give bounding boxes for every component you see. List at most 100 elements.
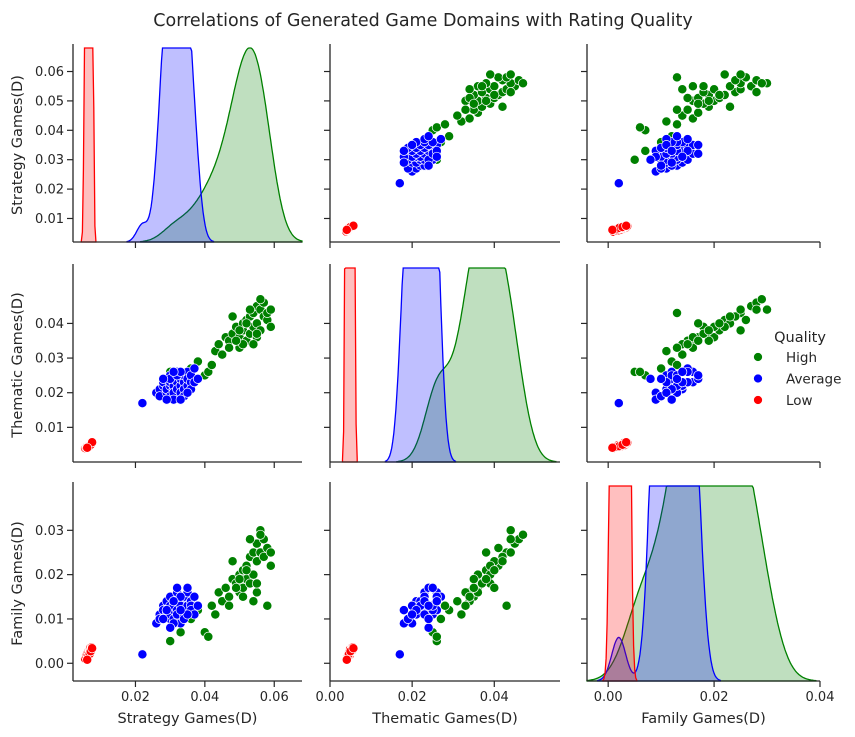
point-high-28 [735, 325, 746, 336]
y-tick-label: 0.02 [35, 386, 64, 401]
point-high-41 [703, 95, 714, 106]
point-high-5 [431, 631, 442, 642]
y-tick-label: 0.01 [35, 612, 64, 627]
point-high-34 [735, 304, 746, 315]
point-high-19 [703, 335, 714, 346]
point-average-42 [182, 387, 193, 398]
point-average-0 [137, 398, 148, 409]
point-high-43 [725, 101, 735, 112]
point-high-40 [238, 591, 248, 602]
point-high-1 [640, 145, 651, 156]
point-high-38 [518, 529, 528, 540]
point-high-43 [497, 556, 508, 567]
point-high-9 [452, 110, 463, 121]
point-average-0 [137, 649, 148, 660]
legend-label-high: High [786, 350, 817, 366]
point-low-19 [82, 654, 93, 665]
point-high-24 [489, 81, 500, 92]
point-average-32 [189, 591, 200, 602]
point-high-42 [693, 335, 704, 346]
legend-marker-average [753, 373, 763, 384]
panel-thematic-games-d-vs-strategy-games-d: 0.01 0.02 0.03 0.04 Thematic Games(D) [10, 264, 302, 468]
y-tick-label: 0.03 [35, 153, 64, 168]
point-high-37 [714, 318, 725, 329]
point-high-27 [762, 304, 772, 315]
point-average-43 [168, 366, 179, 377]
point-high-37 [241, 565, 252, 576]
point-high-39 [251, 578, 262, 589]
point-average-42 [407, 609, 418, 620]
point-high-43 [497, 101, 508, 112]
point-high-42 [693, 98, 704, 109]
point-high-42 [468, 98, 479, 109]
point-high-36 [751, 304, 762, 315]
point-average-40 [158, 373, 169, 384]
y-axis-label: Thematic Games(D) [10, 292, 26, 438]
point-high-26 [251, 538, 262, 549]
point-high-29 [258, 551, 269, 562]
point-high-39 [698, 81, 709, 92]
point-low-19 [607, 442, 618, 453]
panel-thematic-games-d-vs-thematic-games-d [324, 264, 560, 468]
point-high-42 [231, 582, 242, 593]
point-high-33 [265, 560, 276, 571]
kde-average-family-games-d [596, 485, 722, 682]
point-high-40 [464, 591, 475, 602]
legend-marker-low [753, 395, 763, 405]
point-high-38 [255, 294, 266, 305]
panel-family-games-d-vs-family-games-d: 0.00 0.02 0.04 Family Games(D) [581, 482, 834, 727]
point-high-17 [489, 582, 500, 593]
point-low-18 [621, 220, 632, 231]
point-high-9 [217, 349, 228, 360]
point-average-0 [394, 649, 405, 660]
point-average-37 [427, 582, 438, 593]
point-high-9 [677, 349, 688, 360]
point-high-6 [206, 360, 217, 370]
point-high-36 [505, 87, 516, 98]
point-high-25 [687, 81, 698, 92]
point-high-36 [505, 534, 516, 545]
point-high-34 [505, 69, 516, 80]
legend-label-average: Average [786, 372, 841, 388]
y-axis-label: Strategy Games(D) [10, 75, 26, 215]
point-average-32 [435, 134, 446, 145]
point-high-31 [740, 315, 751, 325]
point-high-0 [165, 636, 176, 647]
point-average-32 [682, 134, 693, 145]
point-average-43 [677, 366, 688, 377]
legend-marker-high [753, 352, 763, 362]
point-average-44 [398, 145, 409, 156]
panel-thematic-games-d-vs-family-games-d [581, 264, 821, 468]
x-tick-label: 0.04 [480, 690, 509, 705]
point-average-28 [182, 582, 193, 593]
point-average-40 [158, 614, 169, 624]
y-tick-label: 0.03 [35, 524, 64, 539]
point-high-41 [703, 325, 714, 336]
point-high-22 [248, 569, 259, 580]
point-average-43 [677, 151, 688, 162]
y-axis-label: Family Games(D) [10, 521, 26, 645]
point-high-40 [682, 339, 693, 350]
point-average-43 [431, 596, 442, 607]
point-average-36 [165, 622, 176, 633]
point-high-3 [444, 131, 455, 142]
point-high-42 [468, 582, 479, 593]
point-high-11 [682, 104, 693, 115]
point-average-43 [168, 596, 179, 607]
panel-strategy-games-d-vs-family-games-d [581, 44, 821, 248]
kde-low-thematic-games-d [341, 267, 358, 463]
point-average-41 [161, 605, 172, 616]
panel-strategy-games-d-vs-thematic-games-d [324, 44, 560, 248]
point-average-37 [693, 370, 704, 381]
point-high-35 [248, 596, 259, 607]
point-average-43 [431, 151, 442, 162]
point-high-42 [231, 335, 242, 346]
point-high-27 [505, 525, 516, 536]
kde-low-strategy-games-d [80, 47, 97, 243]
y-tick-label: 0.02 [35, 183, 64, 198]
kde-high-family-games-d [586, 485, 817, 682]
point-average-34 [672, 373, 682, 384]
point-high-10 [220, 582, 231, 593]
point-average-36 [423, 622, 434, 633]
x-tick-label: 0.04 [806, 690, 835, 705]
